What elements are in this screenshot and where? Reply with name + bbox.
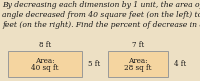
- Text: 40 sq ft: 40 sq ft: [31, 64, 59, 72]
- Text: Area:: Area:: [128, 57, 148, 65]
- Text: 7 ft: 7 ft: [132, 41, 144, 49]
- Bar: [108, 51, 168, 77]
- Bar: [8, 51, 82, 77]
- Text: 28 sq ft: 28 sq ft: [124, 64, 152, 72]
- Text: Area:: Area:: [35, 57, 55, 65]
- Text: 5 ft: 5 ft: [88, 60, 100, 68]
- Text: 8 ft: 8 ft: [39, 41, 51, 49]
- Text: 4 ft: 4 ft: [174, 60, 186, 68]
- Text: By decreasing each dimension by 1 unit, the area of a rect-
angle decreased from: By decreasing each dimension by 1 unit, …: [2, 1, 200, 29]
